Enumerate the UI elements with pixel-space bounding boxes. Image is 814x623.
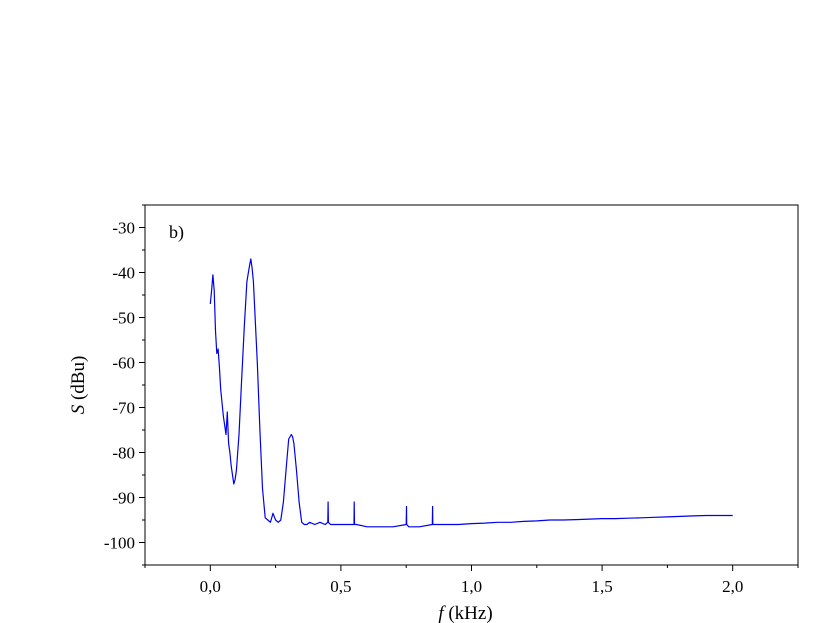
x-tick-label: 2,0	[722, 577, 743, 596]
y-tick-label: -40	[112, 264, 135, 283]
x-axis-unit: (kHz)	[448, 603, 492, 623]
y-axis-ticks: -30 -40 -50 -60 -70 -80 -90 -100	[104, 204, 145, 566]
y-axis-symbol: S	[68, 404, 89, 414]
x-axis-symbol: f	[438, 603, 446, 623]
x-tick-label: 0,5	[330, 577, 351, 596]
x-tick-label: 1,0	[461, 577, 482, 596]
y-tick-label: -60	[112, 354, 135, 373]
y-axis-label: S (dBu)	[68, 356, 89, 415]
x-axis-label: f (kHz)	[438, 603, 492, 623]
x-axis-ticks: 0,0 0,5 1,0 1,5 2,0	[144, 565, 799, 596]
series-line-0	[209, 258, 733, 528]
panel-label: b)	[169, 222, 184, 243]
plot-frame	[144, 204, 799, 566]
y-tick-label: -100	[104, 534, 135, 553]
y-tick-label: -70	[112, 399, 135, 418]
y-tick-label: -80	[112, 444, 135, 463]
y-axis-unit: (dBu)	[68, 356, 89, 400]
x-tick-label: 1,5	[591, 577, 612, 596]
y-tick-label: -50	[112, 309, 135, 328]
y-tick-label: -30	[112, 219, 135, 238]
x-tick-label: 0,0	[200, 577, 221, 596]
y-tick-label: -90	[112, 489, 135, 508]
series-group	[209, 258, 733, 528]
